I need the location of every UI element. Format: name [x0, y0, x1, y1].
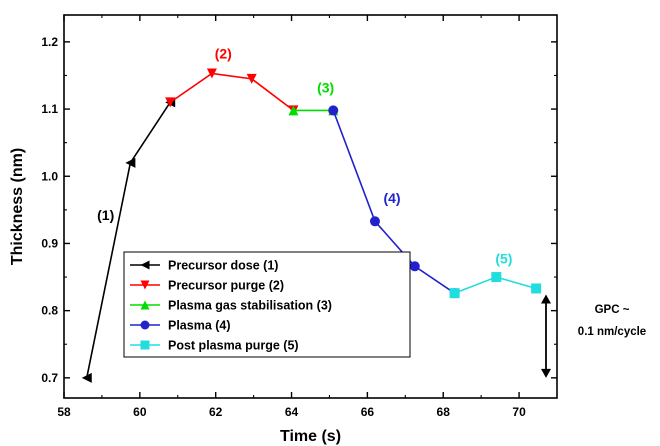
gpc-label-line2: 0.1 nm/cycle	[578, 326, 646, 338]
phase-label: (4)	[383, 190, 400, 206]
y-tick-label: 0.7	[41, 371, 58, 385]
y-tick-label: 0.9	[41, 236, 58, 250]
data-point	[165, 97, 176, 108]
phase-label: (3)	[317, 79, 334, 95]
legend-label: Precursor purge (2)	[168, 279, 284, 293]
gpc-annotation: GPC ~ 0.1 nm/cycle	[541, 294, 646, 378]
data-point	[328, 105, 339, 116]
legend-label: Plasma (4)	[168, 319, 231, 333]
y-tick-label: 1.2	[41, 35, 58, 49]
x-tick-label: 62	[209, 405, 223, 419]
series-line	[332, 110, 456, 294]
plot-area-frame	[63, 14, 558, 399]
phase-labels: (1) (2) (3) (4) (5)	[97, 46, 512, 267]
data-point	[409, 261, 420, 272]
data-point	[531, 283, 542, 294]
axis-ticks	[63, 15, 557, 398]
legend: Precursor dose (1) Precursor purge (2) Pla…	[123, 251, 411, 358]
x-tick-labels: 58 60 62 64 66 68 70	[57, 405, 526, 419]
data-point	[491, 272, 502, 283]
data-point	[125, 157, 136, 168]
x-tick-label: 66	[361, 405, 375, 419]
legend-marker	[140, 320, 150, 330]
legend-label: Precursor dose (1)	[168, 259, 278, 273]
series-layer	[81, 68, 542, 383]
legend-marker	[140, 280, 150, 290]
x-tick-label: 68	[437, 405, 451, 419]
legend-label: Post plasma purge (5)	[168, 339, 299, 353]
y-axis-title: Thickness (nm)	[9, 148, 26, 265]
gpc-arrow-head-down	[541, 368, 551, 378]
x-tick-label: 60	[133, 405, 147, 419]
legend-marker	[140, 340, 150, 350]
gpc-arrow-head-up	[541, 294, 551, 304]
series-2	[165, 68, 299, 116]
x-axis-title: Time (s)	[280, 428, 341, 445]
data-point	[288, 105, 299, 116]
phase-label: (5)	[495, 251, 512, 267]
data-point	[369, 216, 380, 227]
phase-label: (2)	[215, 46, 232, 62]
x-tick-label: 70	[512, 405, 526, 419]
data-point	[246, 73, 257, 84]
y-tick-label: 1.0	[41, 169, 58, 183]
y-tick-labels: 0.7 0.8 0.9 1.0 1.1 1.2	[41, 35, 58, 385]
series-line	[169, 72, 294, 112]
data-point	[449, 288, 460, 299]
phase-label: (1)	[97, 207, 114, 223]
gpc-label-line1: GPC ~	[595, 304, 630, 316]
data-point	[206, 68, 217, 79]
legend-box	[123, 251, 411, 358]
x-tick-label: 64	[285, 405, 299, 419]
series-4	[328, 105, 460, 299]
legend-label: Plasma gas stabilisation (3)	[168, 299, 332, 313]
x-tick-label: 58	[57, 405, 71, 419]
data-point	[81, 372, 92, 383]
legend-marker	[140, 300, 150, 310]
y-tick-label: 1.1	[41, 102, 58, 116]
y-tick-label: 0.8	[41, 304, 58, 318]
legend-marker	[140, 260, 150, 270]
series-5	[449, 272, 542, 299]
